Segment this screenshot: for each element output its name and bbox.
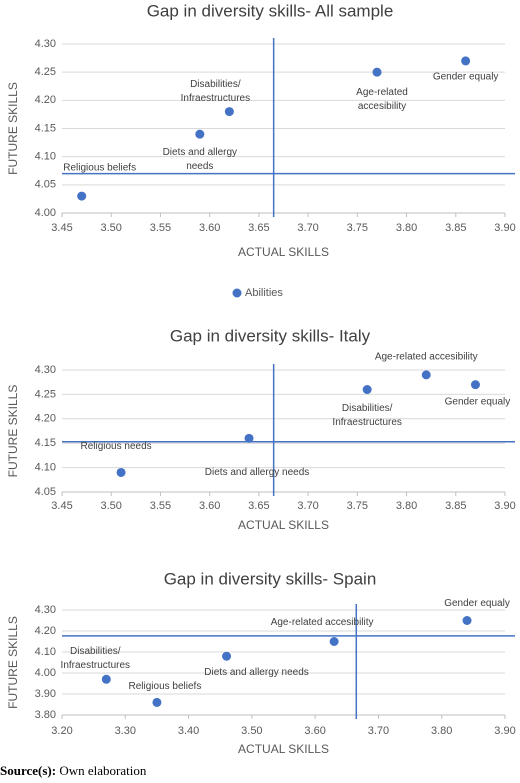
chart-title: Gap in diversity skills- Italy [170, 326, 371, 345]
point-label: Gender equaly [444, 598, 510, 609]
point [152, 697, 162, 707]
legend-label: Abilities [245, 287, 283, 299]
x-tick-label: 3.75 [347, 500, 368, 512]
point-label: accesibility [358, 101, 406, 112]
source-text: Own elaboration [59, 763, 147, 778]
y-tick-label: 4.30 [35, 364, 56, 376]
x-tick-label: 3.70 [297, 222, 318, 234]
y-tick-label: 3.90 [35, 688, 56, 700]
point-label: Age-related accesibility [375, 352, 478, 363]
point [222, 651, 232, 661]
x-tick-label: 3.45 [51, 222, 72, 234]
x-tick-label: 3.50 [241, 725, 262, 737]
point-label: Religious beliefs [129, 681, 202, 692]
x-tick-label: 3.85 [445, 222, 466, 234]
point-label: Age-related accesibility [271, 617, 374, 628]
y-tick-label: 4.25 [35, 388, 56, 400]
x-tick-label: 3.70 [368, 725, 389, 737]
y-tick-label: 4.25 [35, 66, 56, 78]
point [77, 191, 87, 201]
x-tick-label: 3.45 [51, 500, 72, 512]
point-label: Diets and allergy needs [204, 667, 309, 678]
point [462, 616, 472, 625]
x-tick-label: 3.20 [51, 725, 72, 737]
x-tick-label: 3.85 [445, 500, 466, 512]
x-tick-label: 3.40 [178, 725, 199, 737]
x-tick-label: 3.80 [396, 222, 417, 234]
y-tick-label: 4.00 [35, 667, 56, 679]
point-label: Infraestructures [181, 93, 250, 104]
x-tick-label: 3.60 [199, 500, 220, 512]
point [101, 674, 111, 684]
y-tick-label: 4.10 [35, 646, 56, 658]
y-tick-label: 4.05 [35, 179, 56, 191]
y-tick-label: 4.20 [35, 94, 56, 106]
point-label: Infraestructures [332, 417, 401, 428]
x-tick-label: 3.65 [248, 222, 269, 234]
x-tick-label: 3.50 [101, 500, 122, 512]
y-tick-label: 4.20 [35, 625, 56, 637]
y-tick-label: 4.30 [35, 604, 56, 616]
point-label: Gender equaly [445, 396, 511, 407]
point-label: needs [186, 161, 213, 172]
y-tick-label: 4.15 [35, 437, 56, 449]
point [461, 56, 471, 66]
x-tick-label: 3.75 [347, 222, 368, 234]
point [421, 370, 431, 380]
chart-title: Gap in diversity skills- Spain [164, 569, 377, 588]
x-tick-label: 3.80 [431, 725, 452, 737]
point [244, 433, 254, 443]
x-tick-label: 3.90 [494, 222, 515, 234]
y-tick-label: 4.10 [35, 151, 56, 163]
source: Source(s): Own elaboration [0, 763, 147, 778]
y-axis-title: FUTURE SKILLS [6, 82, 20, 175]
y-tick-label: 4.05 [35, 486, 56, 498]
x-tick-label: 3.60 [199, 222, 220, 234]
x-tick-label: 3.80 [396, 500, 417, 512]
legend-marker [232, 288, 242, 298]
point-label: Diets and allergy needs [205, 467, 310, 478]
x-tick-label: 3.55 [150, 222, 171, 234]
chart-title: Gap in diversity skills- All sample [147, 1, 394, 20]
y-tick-label: 4.30 [35, 38, 56, 50]
x-tick-label: 3.50 [101, 222, 122, 234]
y-axis-title: FUTURE SKILLS [6, 385, 20, 478]
x-axis-title: ACTUAL SKILLS [238, 742, 329, 756]
point-label: Age-related [356, 87, 408, 98]
y-tick-label: 4.10 [35, 462, 56, 474]
point-label: Diets and allergy [163, 147, 237, 158]
point [362, 385, 372, 395]
point [116, 467, 126, 477]
point [470, 380, 480, 390]
point [372, 67, 382, 77]
x-tick-label: 3.70 [297, 500, 318, 512]
point-label: Disabilities/ [190, 79, 241, 90]
y-tick-label: 4.00 [35, 207, 56, 219]
point [195, 129, 205, 139]
point-label: Disabilities/ [70, 646, 121, 657]
x-tick-label: 3.90 [494, 725, 515, 737]
y-tick-label: 4.20 [35, 413, 56, 425]
point-label: Religious beliefs [63, 163, 136, 174]
point [329, 637, 339, 646]
point-label: Gender equaly [433, 72, 499, 83]
y-axis-title: FUTURE SKILLS [6, 616, 20, 709]
y-tick-label: 3.80 [35, 709, 56, 721]
point-label: Religious needs [80, 441, 151, 452]
point-label: Infraestructures [61, 660, 130, 671]
x-tick-label: 3.90 [494, 500, 515, 512]
x-tick-label: 3.30 [115, 725, 136, 737]
x-tick-label: 3.55 [150, 500, 171, 512]
point-label: Disabilities/ [342, 403, 393, 414]
x-axis-title: ACTUAL SKILLS [238, 518, 329, 532]
x-axis-title: ACTUAL SKILLS [238, 245, 329, 259]
x-tick-label: 3.60 [304, 725, 325, 737]
point [224, 107, 234, 117]
x-tick-label: 3.65 [248, 500, 269, 512]
source-label: Source(s): [0, 763, 56, 778]
y-tick-label: 4.15 [35, 122, 56, 134]
